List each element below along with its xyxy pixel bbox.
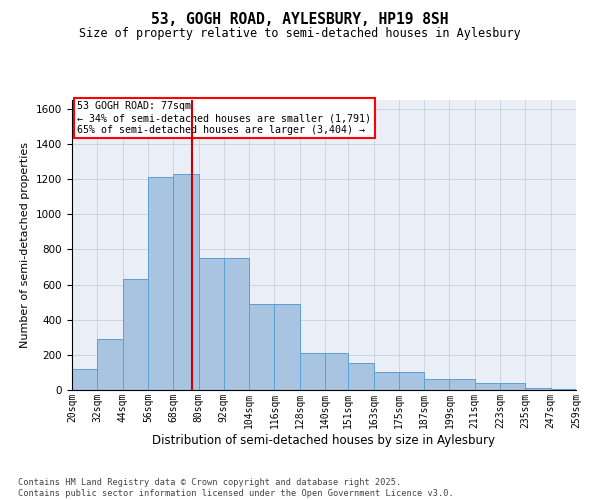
Bar bbox=[274, 304, 300, 390]
Bar bbox=[249, 304, 274, 390]
Bar bbox=[348, 363, 374, 390]
Y-axis label: Number of semi-detached properties: Number of semi-detached properties bbox=[20, 142, 31, 348]
Bar bbox=[500, 383, 526, 390]
Text: Contains HM Land Registry data © Crown copyright and database right 2025.
Contai: Contains HM Land Registry data © Crown c… bbox=[18, 478, 454, 498]
Bar bbox=[399, 372, 424, 390]
Bar bbox=[122, 280, 148, 390]
Bar bbox=[374, 372, 399, 390]
X-axis label: Distribution of semi-detached houses by size in Aylesbury: Distribution of semi-detached houses by … bbox=[152, 434, 496, 446]
Bar bbox=[224, 258, 249, 390]
Bar bbox=[551, 389, 576, 390]
Bar bbox=[424, 380, 449, 390]
Bar bbox=[72, 369, 97, 390]
Text: Size of property relative to semi-detached houses in Aylesbury: Size of property relative to semi-detach… bbox=[79, 28, 521, 40]
Bar bbox=[97, 339, 122, 390]
Bar bbox=[526, 388, 551, 390]
Bar bbox=[199, 258, 224, 390]
Text: 53, GOGH ROAD, AYLESBURY, HP19 8SH: 53, GOGH ROAD, AYLESBURY, HP19 8SH bbox=[151, 12, 449, 28]
Bar bbox=[449, 380, 475, 390]
Bar bbox=[173, 174, 199, 390]
Text: 53 GOGH ROAD: 77sqm
← 34% of semi-detached houses are smaller (1,791)
65% of sem: 53 GOGH ROAD: 77sqm ← 34% of semi-detach… bbox=[77, 102, 371, 134]
Bar bbox=[148, 178, 173, 390]
Bar bbox=[325, 353, 348, 390]
Bar bbox=[300, 353, 325, 390]
Bar bbox=[475, 383, 500, 390]
